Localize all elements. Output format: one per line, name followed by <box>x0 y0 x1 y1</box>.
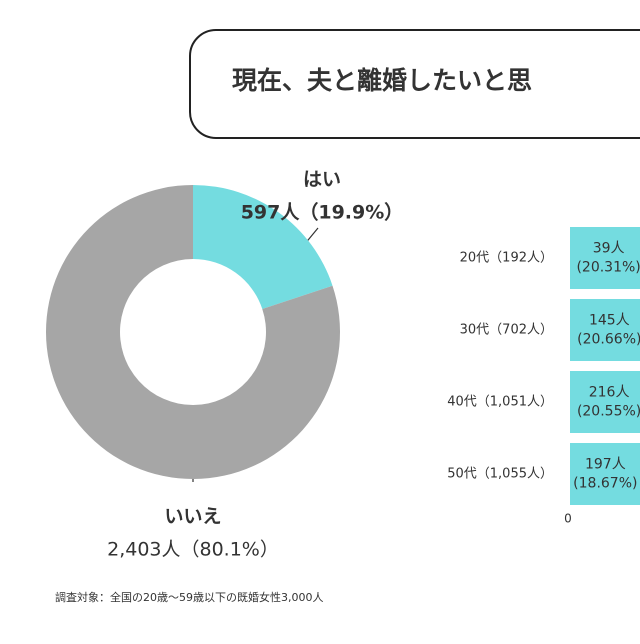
title-box <box>189 29 640 139</box>
slice-label: いいえ <box>164 506 221 528</box>
y-tick-label: 30代（702人） <box>460 323 553 338</box>
pie-slice <box>45 185 340 480</box>
bar <box>570 443 640 505</box>
bar-value-label: 197人(18.67%) <box>573 457 637 492</box>
y-tick-label: 40代（1,051人） <box>447 395 553 410</box>
bar <box>570 227 640 289</box>
slice-value-label: 2,403人（80.1%） <box>107 539 279 561</box>
y-tick-label: 50代（1,055人） <box>447 467 553 482</box>
footnote: 調査対象：全国の20歳〜59歳以下の既婚女性3,000人 <box>55 590 323 604</box>
y-tick-label: 20代（192人） <box>460 251 553 266</box>
bar <box>570 299 640 361</box>
chart-title: 現在、夫と離婚したいと思 <box>232 66 532 95</box>
slice-value-label: 597人（19.9%） <box>241 201 404 224</box>
x-tick-label: 0 <box>564 512 572 526</box>
pie-slice <box>193 185 333 310</box>
slice-label: はい <box>303 169 341 191</box>
bar-value-label: 39人(20.31%) <box>576 241 640 276</box>
bar-value-label: 216人(20.55%) <box>577 385 640 420</box>
bar-value-label: 145人(20.66%) <box>577 313 640 348</box>
bar <box>570 371 640 433</box>
